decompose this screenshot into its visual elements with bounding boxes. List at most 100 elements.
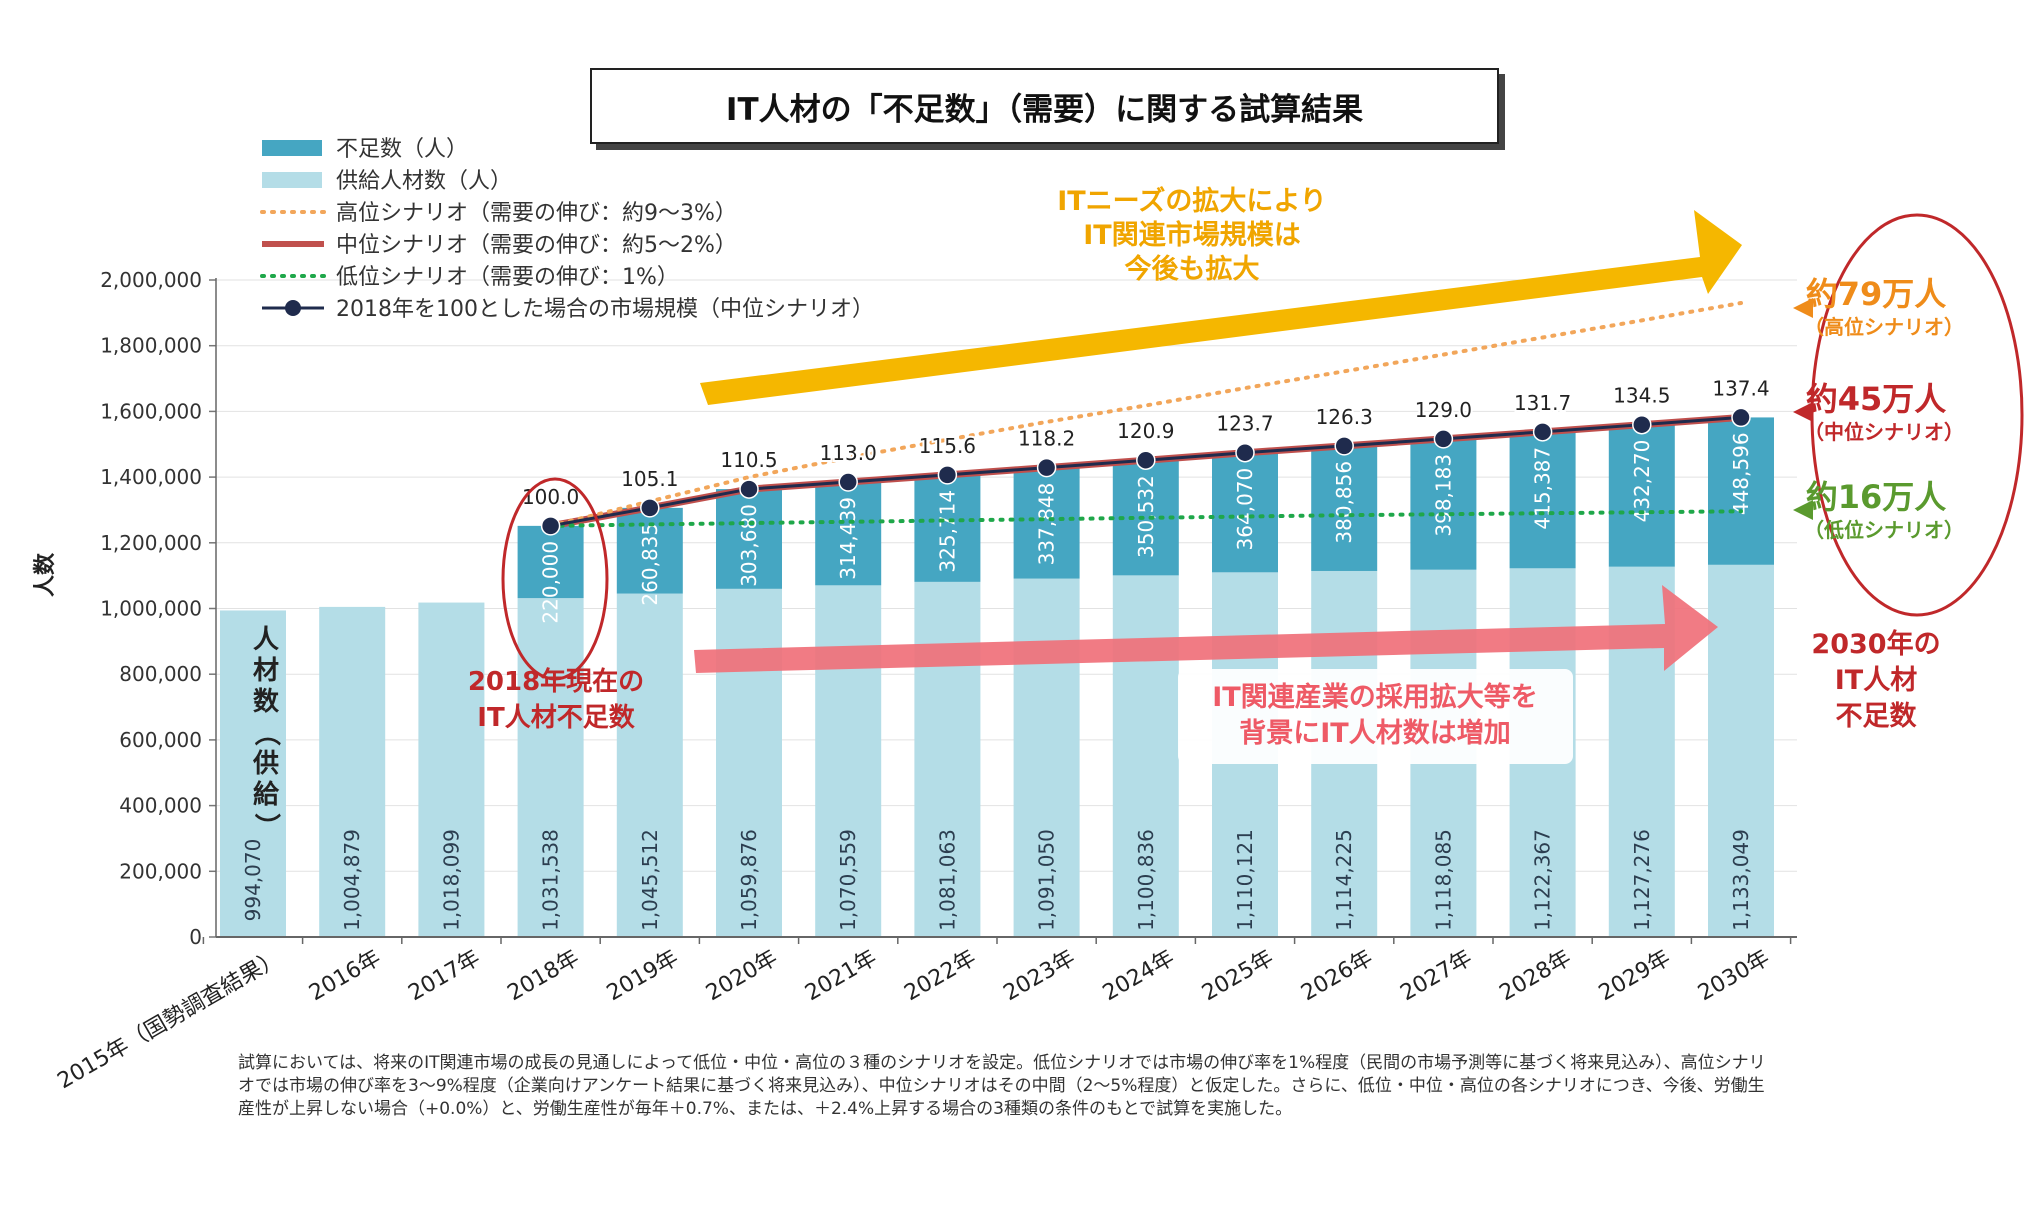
scenario-low-label: 約16万人	[1806, 478, 1947, 516]
supply-growth-arrow	[694, 585, 1718, 673]
supply-axis-label-char: （	[251, 720, 281, 746]
legend-label: 供給人材数（人）	[336, 169, 512, 194]
market-index-label: 105.1	[621, 467, 678, 491]
shortage-2030-text: 不足数	[1836, 701, 1918, 732]
market-size-marker	[1532, 422, 1553, 442]
y-tick-label: 1,400,000	[100, 465, 202, 489]
x-tick-label: 2019年	[603, 946, 683, 1007]
market-size-marker	[1334, 436, 1354, 456]
current-shortage-circle	[501, 477, 609, 681]
legend-swatch-marker	[285, 300, 301, 316]
legend-label: 低位シナリオ（需要の伸び：1%）	[336, 265, 679, 290]
market-index-label: 126.3	[1316, 405, 1373, 429]
supply-axis-label-char: 材	[253, 656, 279, 686]
supply-value-label: 1,091,050	[1035, 829, 1059, 931]
market-index-label: 113.0	[820, 441, 877, 465]
scenario-low-sub: （低位シナリオ）	[1804, 518, 1964, 542]
scenario-mid-sub: （中位シナリオ）	[1804, 420, 1964, 444]
market-size-marker	[838, 472, 858, 492]
supply-value-label: 1,070,559	[836, 829, 860, 931]
supply-value-label: 1,059,876	[737, 829, 761, 931]
supply-bar	[220, 610, 286, 937]
x-tick-label: 2021年	[801, 946, 881, 1007]
supply-axis-label-char: ）	[251, 813, 281, 839]
shortage-value-label: 314,439	[836, 497, 860, 580]
x-tick-label: 2025年	[1198, 946, 1278, 1007]
supply-value-label: 1,127,276	[1630, 829, 1654, 931]
market-size-marker	[540, 516, 561, 536]
shortage-value-label: 303,680	[737, 504, 761, 587]
shortage-value-label: 220,000	[539, 541, 563, 624]
y-tick-label: 2,000,000	[100, 268, 202, 292]
supply-value-label: 1,031,538	[539, 829, 563, 931]
supply-axis-label-char: 人	[253, 625, 279, 655]
shortage-bar	[1708, 417, 1774, 565]
supply-bar	[716, 588, 782, 937]
y-tick-label: 1,600,000	[100, 399, 202, 423]
shortage-value-label: 364,070	[1233, 468, 1257, 551]
shortage-value-label: 337,848	[1035, 483, 1059, 566]
current-shortage-text: IT人材不足数	[477, 703, 635, 733]
y-tick-label: 400,000	[119, 794, 202, 818]
x-tick-label: 2024年	[1099, 946, 1179, 1007]
supply-value-label: 1,018,099	[439, 829, 463, 931]
shortage-bar	[1410, 438, 1477, 570]
shortage-bar	[517, 525, 584, 599]
supply-value-label: 1,081,063	[935, 829, 959, 931]
x-tick-label: 2020年	[702, 946, 782, 1007]
shortage-bar	[716, 489, 782, 589]
market-index-label: 131.7	[1514, 391, 1571, 415]
low-pointer-icon	[1793, 500, 1813, 520]
shortage-2030-text: 2030年の	[1811, 628, 1940, 660]
market-index-label: 115.6	[919, 434, 976, 458]
y-tick-label: 1,200,000	[100, 531, 202, 555]
supply-growth-textbox	[1178, 669, 1573, 764]
supply-value-label: 1,114,225	[1332, 829, 1356, 931]
shortage-value-label: 415,387	[1531, 447, 1555, 530]
supply-bar	[914, 581, 981, 937]
market-size-marker	[1731, 407, 1751, 428]
x-tick-label: 2029年	[1595, 946, 1675, 1007]
shortage-2030-text: IT人材	[1835, 665, 1917, 696]
supply-axis-label-char: 数	[253, 687, 280, 717]
supply-axis-label-char: 供	[252, 749, 279, 779]
market-growth-text: IT関連市場規模は	[1083, 219, 1300, 251]
shortage-bar	[815, 482, 882, 586]
market-size-marker	[1036, 457, 1057, 478]
supply-bar	[418, 602, 485, 937]
low-scenario-line	[548, 509, 1743, 528]
market-index-label: 137.4	[1712, 376, 1769, 400]
market-size-marker	[640, 498, 660, 518]
market-growth-text: ITニーズの拡大により	[1057, 185, 1327, 217]
supply-bar	[1013, 578, 1080, 937]
supply-bar	[1708, 564, 1774, 937]
shortage-bar	[914, 474, 981, 582]
legend-label: 不足数（人）	[336, 137, 468, 162]
shortage-value-label: 325,714	[935, 490, 959, 573]
y-tick-label: 1,800,000	[100, 334, 202, 358]
x-tick-label: 2027年	[1396, 946, 1476, 1007]
market-size-marker	[739, 479, 759, 499]
supply-value-label: 1,122,367	[1531, 829, 1555, 931]
shortage-bar	[1212, 452, 1278, 573]
scenario-mid-label: 約45万人	[1806, 380, 1947, 418]
market-index-label: 120.9	[1117, 419, 1174, 443]
supply-value-label: 1,110,121	[1233, 829, 1257, 931]
legend-swatch	[262, 140, 322, 156]
y-tick-label: 200,000	[119, 859, 202, 883]
shortage-value-label: 350,532	[1134, 475, 1158, 558]
supply-bar	[616, 593, 683, 937]
supply-bar	[319, 606, 386, 937]
supply-value-label: 1,045,512	[638, 829, 662, 931]
shortage-bar	[1509, 431, 1576, 569]
market-index-label: 110.5	[720, 448, 777, 472]
market-size-marker	[937, 465, 958, 485]
market-size-marker	[1433, 429, 1454, 449]
supply-growth-text: IT関連産業の採用拡大等を	[1212, 681, 1537, 713]
supply-bar	[1112, 575, 1179, 937]
scenario-high-label: 約79万人	[1806, 275, 1947, 313]
market-size-marker	[1136, 450, 1156, 470]
market-size-marker	[1632, 414, 1652, 435]
shortage-bar	[1608, 424, 1675, 567]
